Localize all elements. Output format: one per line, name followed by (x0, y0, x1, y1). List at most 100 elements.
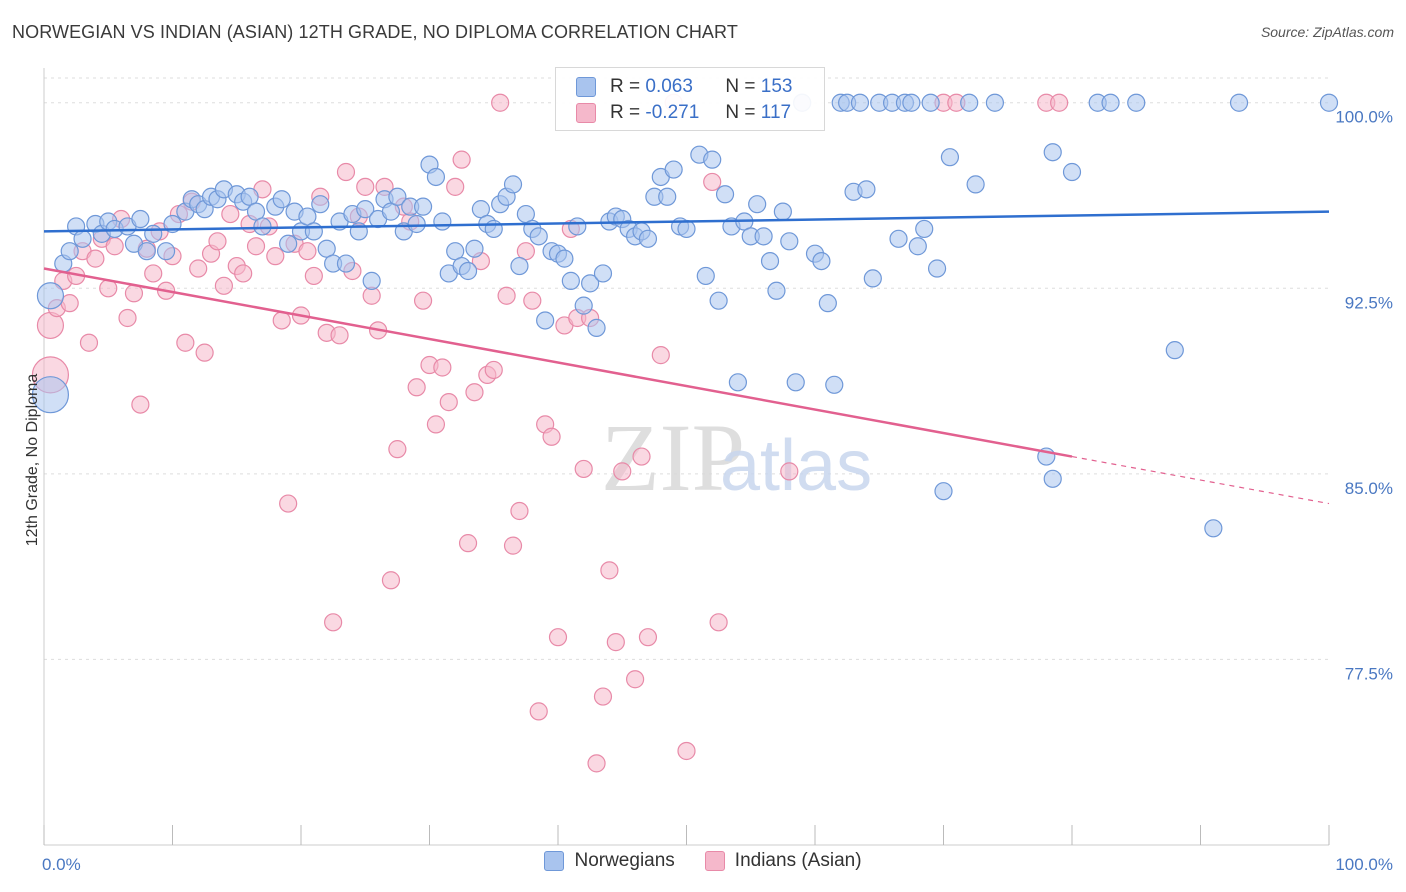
data-point (336, 254, 356, 273)
data-point (176, 333, 195, 352)
data-point (927, 259, 947, 278)
data-point (940, 148, 960, 167)
data-point (889, 229, 908, 248)
data-point (786, 373, 805, 392)
data-point (407, 378, 426, 397)
data-point (638, 229, 658, 248)
data-point (985, 93, 1005, 112)
data-point (542, 427, 561, 446)
legend-r-value: 0.063 (645, 76, 693, 97)
data-point (529, 227, 548, 246)
data-point (311, 195, 330, 214)
data-point (548, 628, 568, 647)
data-point (773, 202, 792, 221)
data-point (510, 501, 529, 521)
data-point (433, 358, 452, 377)
data-point (362, 271, 381, 290)
data-point (863, 269, 882, 288)
data-point (593, 687, 613, 706)
legend-swatch-pink (704, 851, 725, 871)
legend-n-label: N = (725, 102, 756, 123)
data-point (825, 375, 844, 394)
data-point (760, 251, 780, 271)
data-point (1050, 93, 1069, 112)
data-point (246, 237, 266, 256)
data-point (568, 217, 587, 236)
data-point (195, 343, 214, 362)
data-point (510, 256, 529, 276)
legend-n-value: 117 (760, 102, 792, 123)
series-norwegians (31, 93, 1339, 538)
data-point (818, 294, 837, 313)
data-point (458, 261, 478, 281)
data-point (850, 93, 870, 112)
legend-swatch-pink (576, 103, 596, 123)
legend-r-value: -0.271 (645, 102, 700, 123)
trend-lines (43, 210, 1330, 505)
data-point (677, 219, 696, 239)
data-point (632, 447, 651, 466)
data-point (587, 318, 606, 337)
data-point (465, 383, 484, 402)
data-point (1043, 469, 1062, 488)
data-point (86, 249, 105, 268)
data-point (491, 93, 510, 112)
data-point (189, 259, 208, 278)
data-point (272, 190, 291, 209)
data-point (908, 237, 927, 256)
legend-row-norwegians: R = 0.063 N = 153 (576, 75, 792, 99)
data-point (703, 172, 722, 192)
data-point (1319, 93, 1339, 112)
data-point (915, 219, 934, 239)
data-point (715, 185, 735, 204)
series-legend: Norwegians Indians (Asian) (0, 850, 1406, 872)
data-point (600, 561, 619, 580)
data-point (298, 242, 317, 261)
data-point (105, 237, 124, 256)
data-point (79, 333, 99, 352)
data-point (304, 266, 323, 286)
data-point (234, 264, 253, 283)
data-point (581, 274, 600, 293)
y-tick-label: 77.5% (1345, 664, 1393, 683)
data-point (1043, 143, 1062, 162)
y-tick-label: 85.0% (1345, 479, 1393, 498)
y-tick-label: 100.0% (1335, 108, 1393, 127)
data-point (336, 162, 356, 182)
data-point (484, 360, 503, 380)
series-legend-indians[interactable]: Indians (Asian) (704, 850, 862, 872)
data-point (208, 232, 227, 251)
data-point (754, 227, 773, 246)
chart-title: NORWEGIAN VS INDIAN (ASIAN) 12TH GRADE, … (12, 22, 738, 42)
series-legend-norwegians[interactable]: Norwegians (544, 850, 675, 872)
x-tick-label: 100.0% (1335, 855, 1393, 874)
series-legend-label: Norwegians (574, 850, 675, 871)
data-point (484, 219, 503, 239)
data-point (388, 187, 407, 206)
data-point (709, 613, 728, 632)
trend-line-indians-extension (1071, 455, 1330, 505)
data-point (330, 326, 349, 345)
data-point (606, 633, 625, 652)
data-point (536, 311, 555, 330)
y-tick-label: 92.5% (1345, 293, 1393, 312)
data-point (812, 251, 831, 271)
data-point (651, 346, 670, 365)
data-point (503, 175, 523, 194)
y-axis-label: 12th Grade, No Diploma (24, 374, 41, 547)
data-point (1062, 162, 1082, 182)
data-point (388, 440, 407, 459)
data-point (304, 222, 323, 241)
data-point (696, 266, 715, 286)
axes (43, 68, 1330, 846)
legend: R = 0.063 N = 153 R = -0.271 N = 117 (555, 67, 825, 131)
data-point (214, 276, 233, 295)
data-point (426, 415, 446, 434)
legend-n-value: 153 (760, 76, 793, 97)
data-point (131, 209, 150, 229)
trend-line-indians (43, 267, 1073, 458)
y-tick-labels: 77.5% 85.0% 92.5% 100.0% (1335, 108, 1393, 684)
watermark-zip: ZIP (601, 404, 745, 511)
legend-row-indians: R = -0.271 N = 117 (576, 101, 791, 125)
